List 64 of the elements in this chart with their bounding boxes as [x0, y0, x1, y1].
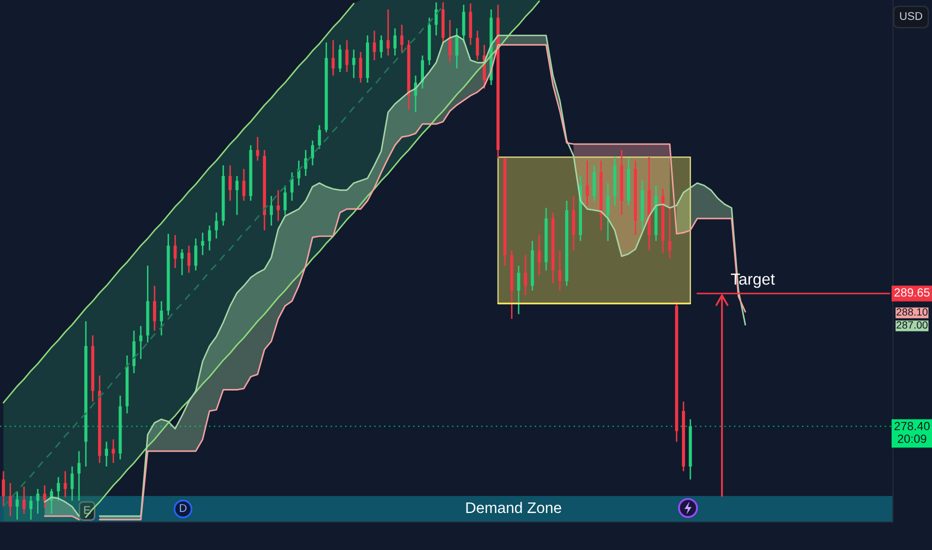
candlestick	[201, 232, 204, 256]
candlestick	[43, 484, 46, 509]
candlestick	[160, 300, 163, 336]
candlestick	[592, 164, 596, 202]
candlestick	[214, 212, 218, 240]
candlestick	[242, 168, 246, 202]
y-tick-label: 288.10	[896, 308, 928, 316]
text: USD	[900, 12, 922, 20]
candlestick	[386, 8, 390, 56]
candlestick	[304, 149, 308, 177]
candlestick	[22, 486, 26, 514]
candlestick	[228, 164, 232, 202]
candlestick	[36, 488, 40, 514]
candlestick	[476, 30, 479, 61]
candlestick	[311, 140, 314, 166]
candlestick	[256, 136, 260, 162]
candlestick	[393, 28, 397, 56]
data-label: 289.65	[894, 288, 930, 297]
candlestick	[455, 28, 458, 70]
annotation: D	[180, 504, 186, 512]
candlestick	[8, 482, 12, 517]
candlestick	[174, 234, 177, 269]
candlestick	[194, 238, 198, 272]
candlestick	[318, 124, 321, 150]
candlestick	[338, 44, 342, 73]
line-series	[2, 2, 354, 404]
candlestick	[586, 160, 589, 206]
candlestick	[104, 440, 108, 468]
candlestick	[112, 438, 115, 464]
candlestick	[180, 248, 184, 276]
candlestick	[64, 470, 67, 498]
candlestick	[235, 175, 239, 216]
candlestick	[208, 224, 212, 252]
candlestick	[524, 254, 528, 296]
candlestick	[448, 19, 452, 64]
candlestick	[29, 495, 32, 520]
candlestick	[70, 466, 74, 502]
candlestick	[187, 244, 190, 274]
candlestick	[380, 34, 383, 59]
candlestick	[372, 30, 376, 61]
candlestick	[558, 250, 562, 292]
candlestick	[606, 182, 610, 242]
candlestick	[332, 39, 335, 76]
candlestick	[276, 189, 280, 222]
candlestick	[139, 325, 142, 360]
candlestick	[352, 48, 356, 79]
ref-line-label: 278.40 20:09	[894, 422, 930, 443]
candlestick	[153, 285, 156, 332]
candlestick	[668, 204, 672, 260]
candlestick	[538, 234, 541, 276]
candlestick	[284, 184, 287, 216]
candlestick	[517, 265, 520, 315]
candlestick	[56, 476, 60, 502]
candlestick	[270, 195, 273, 226]
y-tick-label: 287.00	[896, 321, 928, 329]
candlestick	[77, 450, 81, 502]
candlestick	[345, 39, 348, 73]
candlestick	[359, 51, 362, 84]
candlestick	[462, 4, 466, 44]
band-label: Demand Zone	[466, 502, 562, 514]
candlestick	[400, 24, 404, 53]
candlestick	[2, 470, 5, 508]
candlestick	[16, 490, 19, 520]
candlestick	[434, 2, 438, 36]
